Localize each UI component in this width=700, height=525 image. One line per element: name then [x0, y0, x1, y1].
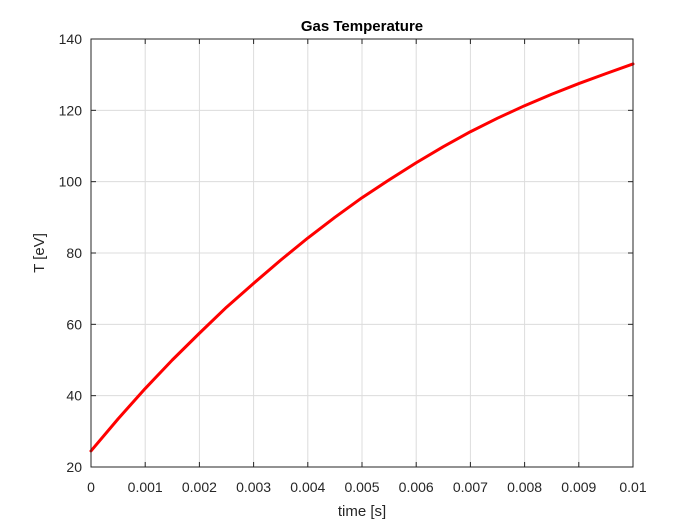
y-tick-label: 40	[66, 388, 82, 404]
x-tick-label: 0.006	[399, 479, 434, 495]
ticks: 0 0.001 0.002 0.003 0.004 0.005 0.006 0.007 0.00…	[59, 31, 647, 495]
y-tick-label: 80	[66, 245, 82, 261]
x-tick-label: 0.008	[507, 479, 542, 495]
chart-title: Gas Temperature	[301, 18, 423, 35]
y-tick-label: 20	[66, 459, 82, 475]
x-tick-label: 0	[87, 479, 95, 495]
series-line-0	[89, 62, 635, 453]
y-tick-label: 60	[66, 316, 82, 332]
x-tick-label: 0.003	[236, 479, 271, 495]
x-tick-label: 0.009	[561, 479, 596, 495]
y-axis-label: T [eV]	[31, 233, 48, 273]
x-tick-label: 0.007	[453, 479, 488, 495]
y-tick-label: 100	[59, 174, 83, 190]
y-tick-label: 140	[59, 31, 83, 47]
x-tick-label: 0.001	[128, 479, 163, 495]
x-tick-label: 0.005	[344, 479, 379, 495]
x-tick-label: 0.002	[182, 479, 217, 495]
y-tick-label: 120	[59, 102, 83, 118]
x-axis-label: time [s]	[338, 503, 386, 520]
x-tick-label: 0.01	[619, 479, 646, 495]
plot-area	[89, 62, 635, 453]
x-tick-label: 0.004	[290, 479, 325, 495]
